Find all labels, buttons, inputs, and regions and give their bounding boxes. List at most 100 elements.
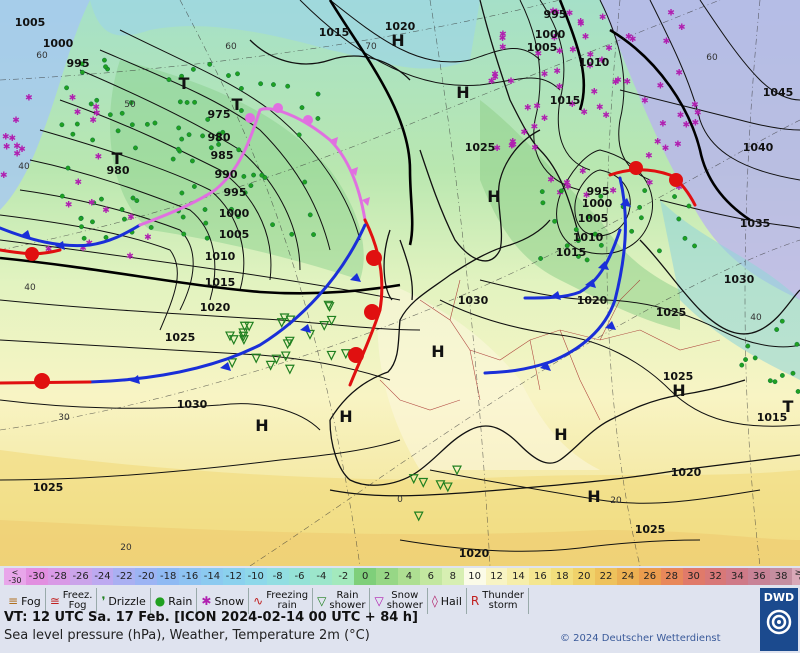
precip-marker <box>302 179 308 185</box>
precip-marker <box>280 351 291 362</box>
isobar-label: 1000 <box>219 207 250 220</box>
precip-marker <box>270 222 275 228</box>
isobar-label: 995 <box>587 185 610 198</box>
precip-marker: ✱ <box>509 141 517 151</box>
precip-marker: ✱ <box>587 51 595 61</box>
precip-marker: ✱ <box>598 56 606 66</box>
precip-marker: ✱ <box>45 245 53 255</box>
legend-label: Rain <box>168 594 193 608</box>
precip-marker <box>129 122 135 128</box>
precip-marker: ✱ <box>646 179 654 189</box>
precip-marker: ✱ <box>556 47 564 57</box>
isobar-label: 975 <box>208 108 231 121</box>
high-pressure-center: H <box>587 487 600 506</box>
precip-marker: ✱ <box>74 178 82 188</box>
precip-marker: ✱ <box>0 171 8 181</box>
legend-item: ▽ Rain shower <box>313 588 371 614</box>
high-pressure-center: H <box>255 416 268 435</box>
precip-marker <box>208 145 214 151</box>
grid-latitude-label: 60 <box>36 51 48 61</box>
precip-marker: ✱ <box>144 233 152 243</box>
precip-marker <box>598 193 604 199</box>
scale-cell: 32 <box>704 568 727 585</box>
isobar-label: 1040 <box>743 141 774 154</box>
isobar-label: 1015 <box>757 411 788 424</box>
scale-cell: -18 <box>157 568 180 585</box>
precip-marker <box>258 81 264 87</box>
precip-marker <box>408 474 419 485</box>
isobar-label: 1015 <box>550 94 581 107</box>
legend-label: Freezing rain <box>266 590 309 611</box>
precip-marker <box>175 146 181 152</box>
scale-cell: -14 <box>201 568 223 585</box>
scale-cell: -8 <box>266 568 289 585</box>
precip-marker <box>227 358 238 369</box>
isobar-label: 1030 <box>458 294 489 307</box>
isobar-label: 1000 <box>582 197 613 210</box>
scale-cell: -12 <box>222 568 245 585</box>
precip-marker: ✱ <box>590 87 598 97</box>
precip-marker <box>79 224 84 230</box>
isobar-label: 1025 <box>165 331 196 344</box>
scale-cell: -10 <box>244 568 267 585</box>
precip-marker <box>299 105 305 111</box>
precip-marker <box>107 112 113 118</box>
precip-marker <box>315 91 321 97</box>
scale-cell: 10 <box>463 568 486 585</box>
precip-marker <box>692 243 697 249</box>
precip-marker: ✱ <box>577 17 585 27</box>
precip-marker <box>181 231 187 237</box>
precip-marker <box>81 235 87 241</box>
precip-marker <box>179 73 184 79</box>
precip-marker: ✱ <box>531 144 539 154</box>
precip-marker <box>103 235 109 240</box>
precip-marker <box>228 335 239 346</box>
precip-marker: ✱ <box>13 149 21 159</box>
precip-marker <box>102 57 107 63</box>
temperature-color-scale: < -30 -30 -28 -26 -24 -22 -20 -18 -16 -14 -12 -10 -8… <box>4 568 800 585</box>
scale-cell: -26 <box>69 568 92 585</box>
precip-marker <box>558 188 564 194</box>
precip-marker: ✱ <box>79 244 87 254</box>
isobar-label: 1015 <box>556 246 587 259</box>
precip-marker <box>248 183 254 188</box>
precip-marker: ✱ <box>568 100 576 110</box>
scale-cell: 16 <box>529 568 552 585</box>
isobar-label: 995 <box>544 8 567 21</box>
legend-symbol-icon: R <box>470 593 480 608</box>
precip-marker <box>103 64 108 70</box>
precip-marker <box>251 172 256 178</box>
precip-marker <box>284 336 295 347</box>
precip-marker <box>598 242 604 248</box>
precip-marker <box>241 174 247 179</box>
isobar-label: 1020 <box>577 294 608 307</box>
precip-marker: ✱ <box>126 252 134 262</box>
precip-marker <box>315 116 321 121</box>
precip-marker <box>307 212 313 218</box>
precip-marker <box>629 228 635 234</box>
scale-cell: -30 <box>25 568 48 585</box>
precip-marker: ✱ <box>88 199 96 209</box>
scale-cell: 0 <box>354 568 377 585</box>
precip-marker <box>238 328 249 339</box>
precip-marker <box>204 235 210 241</box>
precip-marker <box>179 136 185 142</box>
isobar-label: 1025 <box>33 481 64 494</box>
legend-symbol-icon: ∿ <box>253 593 264 608</box>
scale-high-end: ≥40 °C <box>792 568 800 585</box>
isobar-label: 1025 <box>663 370 694 383</box>
precip-marker <box>311 232 316 237</box>
legend-symbol-icon: ▽ <box>374 593 384 608</box>
precip-marker <box>413 511 424 522</box>
precip-marker: ✱ <box>596 103 604 113</box>
scale-cell: 6 <box>419 568 442 585</box>
grid-latitude-label: 0 <box>397 495 403 505</box>
low-pressure-center: T <box>179 74 190 93</box>
precip-marker <box>203 220 209 226</box>
high-pressure-center: H <box>339 407 352 426</box>
precip-marker <box>340 349 351 360</box>
precip-marker: ✱ <box>614 76 622 86</box>
low-pressure-center: T <box>112 149 123 168</box>
precip-marker <box>115 128 121 134</box>
precip-marker: ✱ <box>645 152 653 162</box>
